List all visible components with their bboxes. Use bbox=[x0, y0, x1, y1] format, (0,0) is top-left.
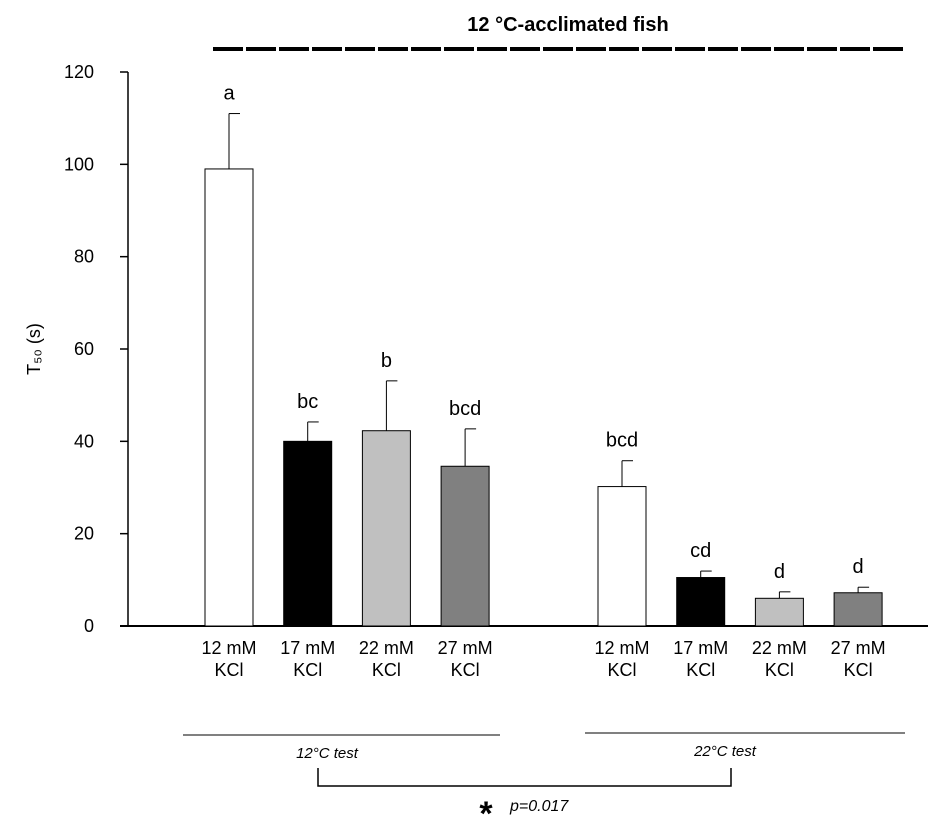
bar bbox=[597, 486, 647, 627]
y-tick-label: 0 bbox=[84, 616, 94, 636]
x-tick-label: KCl bbox=[214, 660, 243, 680]
significance-bracket bbox=[317, 768, 732, 787]
chart-title: 12 °C-acclimated fish bbox=[467, 14, 668, 36]
y-tick-label: 20 bbox=[74, 524, 94, 544]
bar bbox=[361, 430, 411, 627]
bar bbox=[283, 440, 333, 627]
x-tick-label: 12 mM bbox=[594, 638, 649, 658]
x-tick-label: 27 mM bbox=[831, 638, 886, 658]
letter-label: cd bbox=[690, 540, 711, 562]
x-tick-label: 17 mM bbox=[280, 638, 335, 658]
x-tick-label: KCl bbox=[844, 660, 873, 680]
bar bbox=[754, 597, 804, 627]
y-tick-label: 120 bbox=[64, 62, 94, 82]
x-tick-label: 22 mM bbox=[752, 638, 807, 658]
letter-label: a bbox=[223, 83, 235, 105]
y-tick-label: 60 bbox=[74, 339, 94, 359]
x-tick-label: KCl bbox=[686, 660, 715, 680]
x-tick-label: KCl bbox=[607, 660, 636, 680]
x-tick-label: KCl bbox=[372, 660, 401, 680]
p-value: p=0.017 bbox=[509, 798, 569, 815]
letter-label: b bbox=[381, 350, 392, 372]
bar bbox=[676, 577, 726, 627]
group-label: 22°C test bbox=[693, 743, 757, 760]
y-axis-label: T₅₀ (s) bbox=[24, 323, 44, 375]
letter-label: bc bbox=[297, 391, 318, 413]
x-tick-label: KCl bbox=[451, 660, 480, 680]
letter-label: bcd bbox=[449, 398, 481, 420]
bar bbox=[833, 592, 883, 627]
x-tick-label: KCl bbox=[293, 660, 322, 680]
bar bbox=[440, 465, 490, 627]
significance-marker: * bbox=[479, 795, 493, 825]
x-tick-label: 27 mM bbox=[438, 638, 493, 658]
x-tick-label: 17 mM bbox=[673, 638, 728, 658]
x-tick-label: 22 mM bbox=[359, 638, 414, 658]
letter-label: d bbox=[853, 556, 864, 578]
x-tick-label: KCl bbox=[765, 660, 794, 680]
y-tick-label: 100 bbox=[64, 154, 94, 174]
letter-label: d bbox=[774, 561, 785, 583]
x-tick-label: 12 mM bbox=[201, 638, 256, 658]
y-tick-label: 40 bbox=[74, 431, 94, 451]
group-label: 12°C test bbox=[296, 745, 359, 762]
letter-label: bcd bbox=[606, 430, 638, 452]
bar bbox=[204, 168, 254, 627]
y-tick-label: 80 bbox=[74, 247, 94, 267]
